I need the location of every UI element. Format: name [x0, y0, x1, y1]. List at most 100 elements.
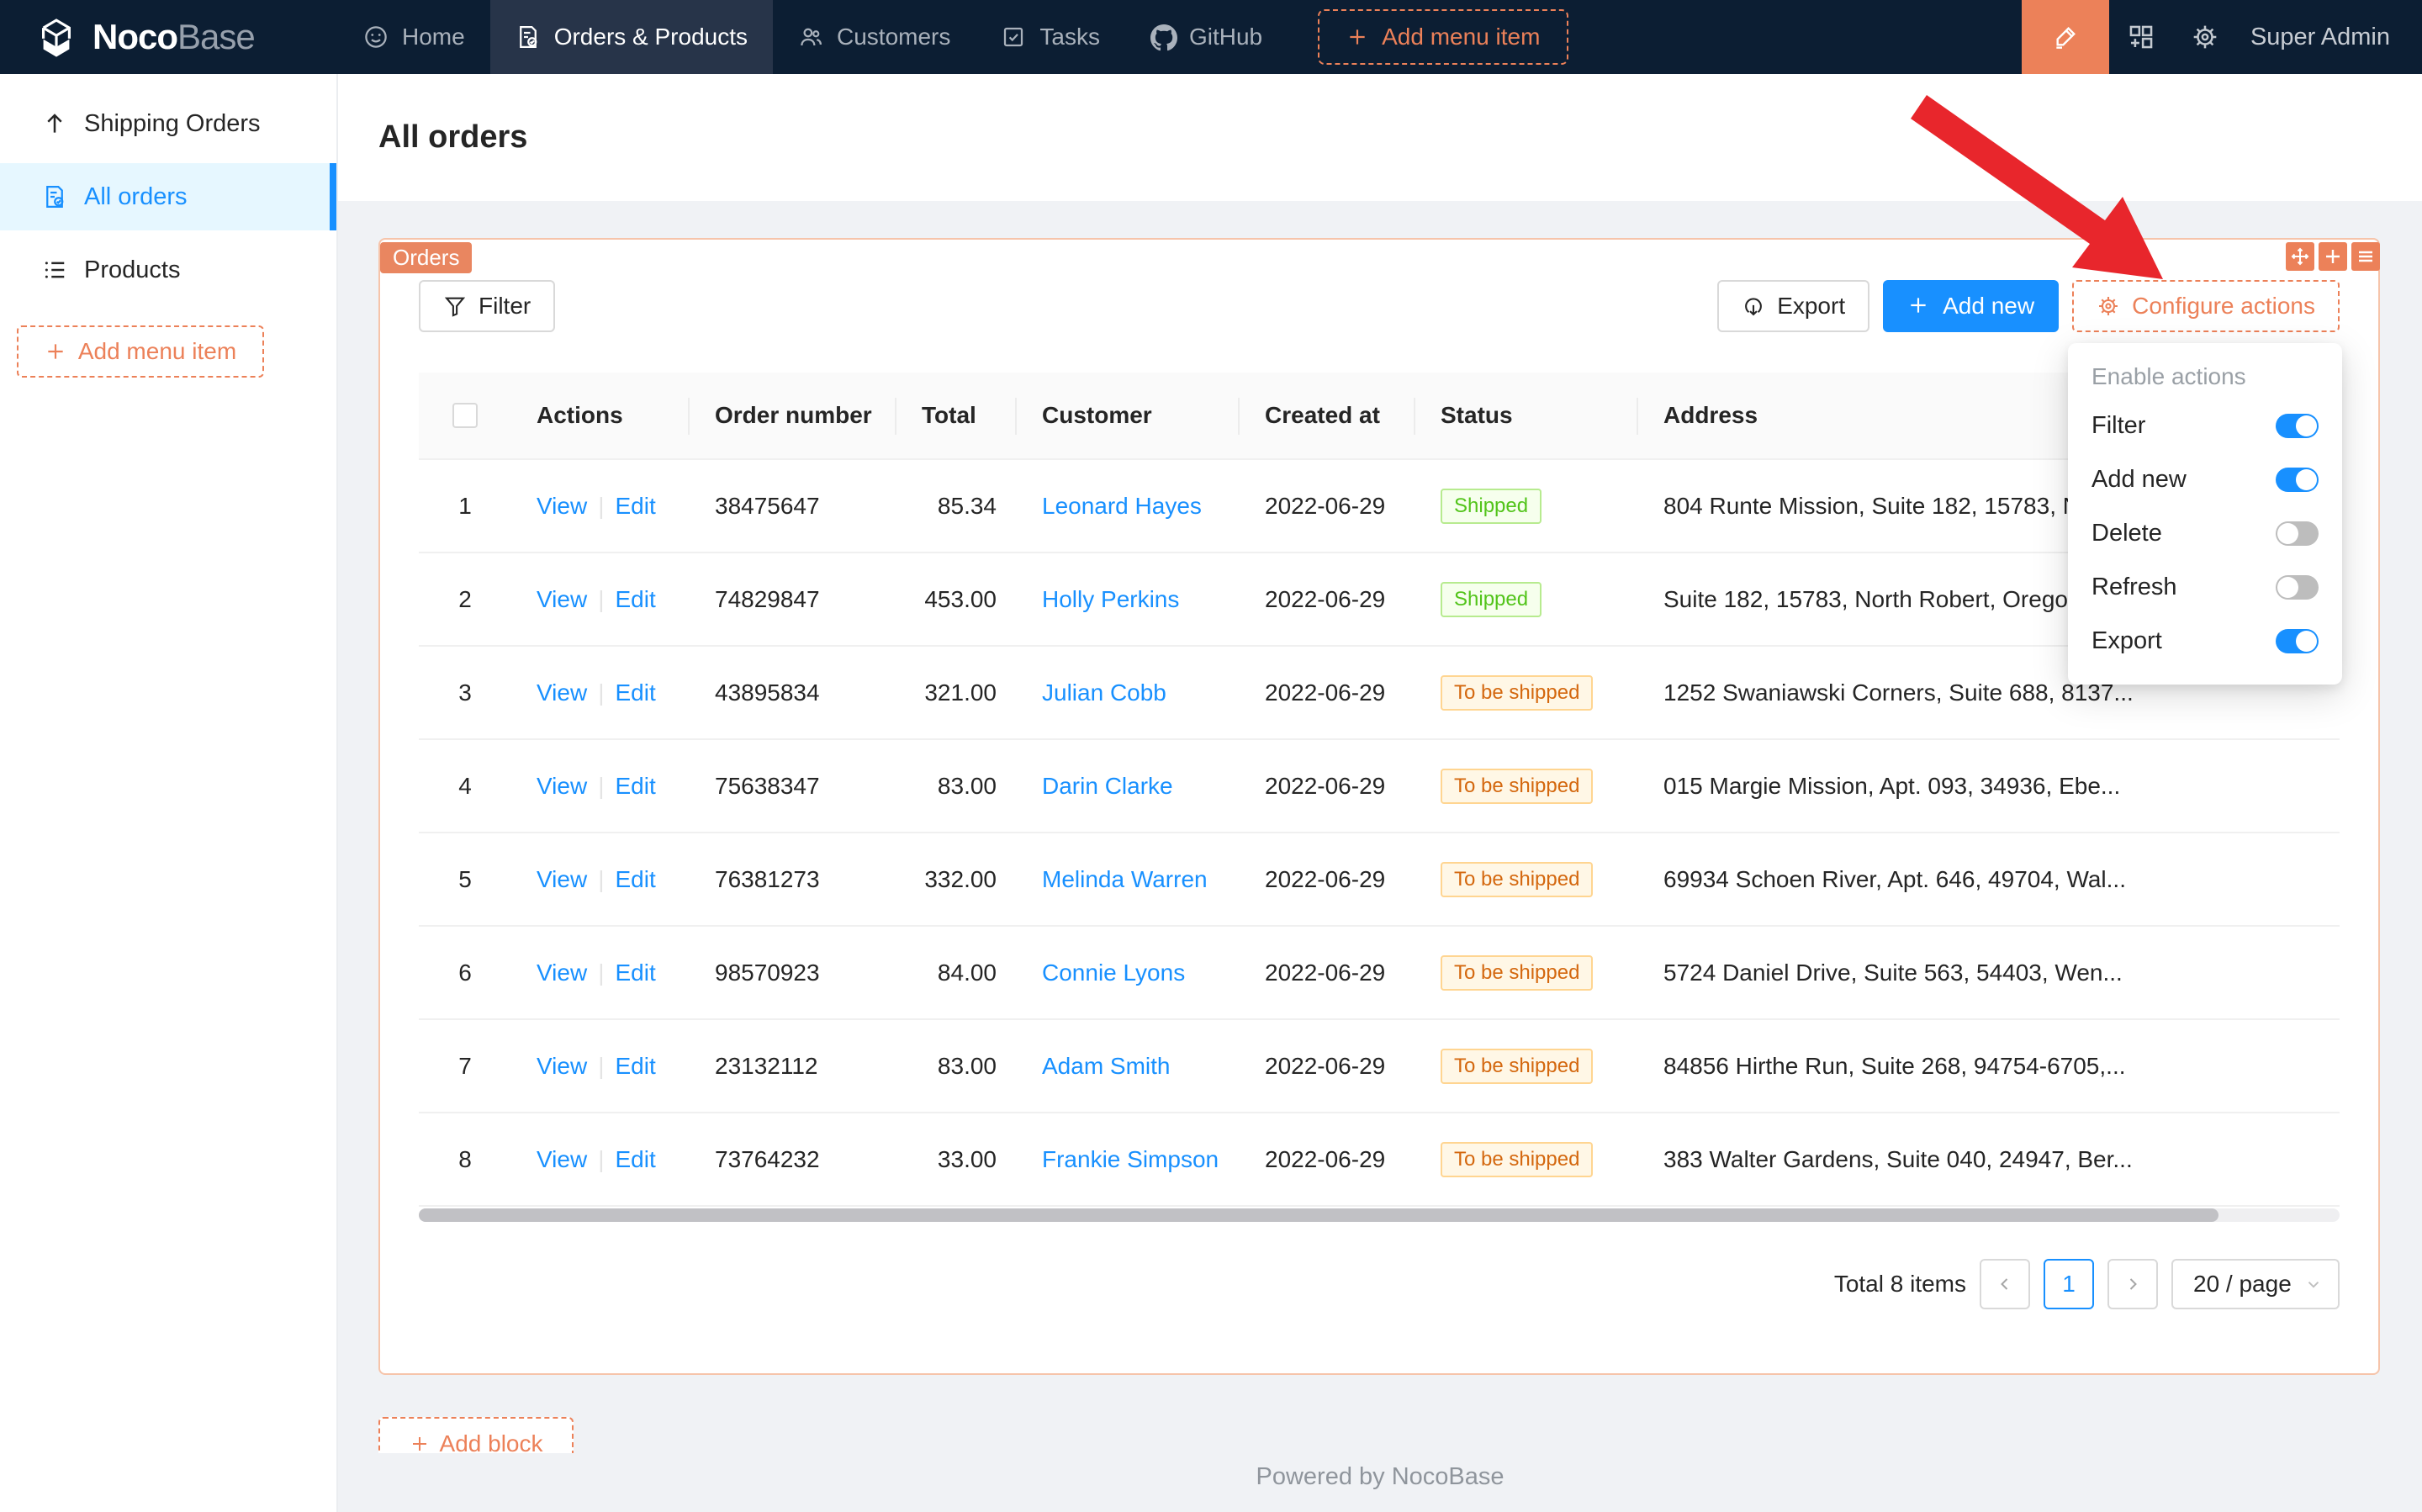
- customer-link[interactable]: Frankie Simpson: [1042, 1145, 1219, 1172]
- drag-handle-icon[interactable]: [2286, 242, 2314, 271]
- next-page-button[interactable]: [2107, 1259, 2158, 1309]
- edit-link[interactable]: Edit: [615, 679, 656, 706]
- add-new-button[interactable]: Add new: [1883, 280, 2060, 332]
- block-collection-tag: Orders: [380, 242, 473, 273]
- nav-item-orders-products[interactable]: Orders & Products: [489, 0, 774, 74]
- cell-order-number: 76381273: [715, 865, 820, 892]
- add-block-plus-icon[interactable]: [2319, 242, 2347, 271]
- dropdown-item-label: Filter: [2091, 411, 2146, 439]
- edit-link[interactable]: Edit: [615, 492, 656, 519]
- nav-item-label: Orders & Products: [553, 24, 748, 50]
- sidebar-item-all-orders[interactable]: All orders: [0, 163, 336, 230]
- add-block-button[interactable]: Add block: [378, 1417, 574, 1453]
- table-row: 5 View | Edit 76381273 332.00 Melinda Warr…: [419, 833, 2340, 927]
- row-index: 1: [458, 492, 472, 519]
- user-menu[interactable]: Super Admin: [2250, 23, 2390, 50]
- cell-order-number: 38475647: [715, 492, 820, 519]
- view-link[interactable]: View: [537, 1145, 588, 1172]
- page-size-select[interactable]: 20 / page: [2171, 1259, 2340, 1309]
- action-separator: |: [598, 679, 605, 706]
- nav-item-github[interactable]: GitHub: [1125, 0, 1288, 74]
- navbar-add-menu-item-button[interactable]: Add menu item: [1318, 9, 1569, 65]
- edit-link[interactable]: Edit: [615, 772, 656, 799]
- customer-link[interactable]: Darin Clarke: [1042, 772, 1173, 799]
- add-new-toggle[interactable]: [2276, 467, 2319, 492]
- prev-page-button[interactable]: [1980, 1259, 2030, 1309]
- sidebar-add-menu-item-button[interactable]: Add menu item: [17, 325, 264, 378]
- cell-address: 84856 Hirthe Run, Suite 268, 94754-6705,…: [1663, 1052, 2126, 1079]
- export-toggle[interactable]: [2276, 628, 2319, 653]
- edit-link[interactable]: Edit: [615, 1052, 656, 1079]
- column-header-customer[interactable]: Customer: [1017, 373, 1240, 458]
- column-header-created-at[interactable]: Created at: [1240, 373, 1415, 458]
- dropdown-item-filter[interactable]: Filter: [2091, 399, 2319, 452]
- status-badge: To be shipped: [1441, 674, 1594, 711]
- customer-link[interactable]: Julian Cobb: [1042, 679, 1166, 706]
- view-link[interactable]: View: [537, 492, 588, 519]
- nocobase-logo[interactable]: NocoBase: [0, 13, 338, 61]
- customer-link[interactable]: Melinda Warren: [1042, 865, 1208, 892]
- plugin-manager-button[interactable]: [2109, 0, 2173, 74]
- export-button[interactable]: Export: [1717, 280, 1870, 332]
- plus-icon: [1346, 26, 1368, 48]
- customer-link[interactable]: Connie Lyons: [1042, 959, 1186, 986]
- github-icon: [1150, 24, 1177, 51]
- nav-item-home[interactable]: Home: [338, 0, 490, 74]
- cell-status: To be shipped: [1415, 1113, 1638, 1205]
- column-header-status[interactable]: Status: [1415, 373, 1638, 458]
- view-link[interactable]: View: [537, 1052, 588, 1079]
- row-index: 6: [458, 959, 472, 986]
- dropdown-item-refresh[interactable]: Refresh: [2091, 560, 2319, 614]
- view-link[interactable]: View: [537, 679, 588, 706]
- table-row: 6 View | Edit 98570923 84.00 Connie Lyons …: [419, 927, 2340, 1020]
- edit-link[interactable]: Edit: [615, 1145, 656, 1172]
- column-header-actions[interactable]: Actions: [511, 373, 690, 458]
- edit-link[interactable]: Edit: [615, 865, 656, 892]
- scrollbar-thumb[interactable]: [419, 1208, 2219, 1222]
- filter-button[interactable]: Filter: [419, 280, 556, 332]
- column-header-address[interactable]: Address: [1663, 402, 1758, 428]
- configure-actions-button[interactable]: Configure actions: [2072, 280, 2340, 332]
- customer-link[interactable]: Leonard Hayes: [1042, 492, 1202, 519]
- sidebar-item-shipping-orders[interactable]: Shipping Orders: [0, 90, 336, 157]
- delete-toggle[interactable]: [2276, 521, 2319, 546]
- refresh-toggle[interactable]: [2276, 574, 2319, 600]
- edit-link[interactable]: Edit: [615, 585, 656, 612]
- status-badge: Shipped: [1441, 581, 1542, 617]
- nav-item-tasks[interactable]: Tasks: [976, 0, 1125, 74]
- filter-toggle[interactable]: [2276, 413, 2319, 438]
- page-number-button[interactable]: 1: [2044, 1259, 2094, 1309]
- customer-link[interactable]: Holly Perkins: [1042, 585, 1180, 612]
- dropdown-item-add-new[interactable]: Add new: [2091, 452, 2319, 506]
- column-header-total[interactable]: Total: [896, 373, 1017, 458]
- dropdown-item-delete[interactable]: Delete: [2091, 506, 2319, 560]
- edit-link[interactable]: Edit: [615, 959, 656, 986]
- view-link[interactable]: View: [537, 772, 588, 799]
- table-row: 7 View | Edit 23132112 83.00 Adam Smith 20…: [419, 1020, 2340, 1113]
- dropdown-item-export[interactable]: Export: [2091, 614, 2319, 668]
- cell-customer: Leonard Hayes: [1017, 460, 1240, 552]
- nav-item-label: Customers: [837, 24, 951, 50]
- action-separator: |: [598, 1145, 605, 1172]
- settings-button[interactable]: [2173, 0, 2237, 74]
- view-link[interactable]: View: [537, 959, 588, 986]
- nav-item-customers[interactable]: Customers: [773, 0, 976, 74]
- ui-editor-button[interactable]: [2021, 0, 2109, 74]
- list-icon: [42, 257, 67, 283]
- orders-table: Actions Order number Total Customer Crea…: [419, 373, 2340, 1207]
- block-menu-icon[interactable]: [2351, 242, 2380, 271]
- view-link[interactable]: View: [537, 865, 588, 892]
- row-actions: View | Edit: [511, 833, 690, 925]
- sidebar-item-products[interactable]: Products: [0, 236, 336, 304]
- customer-link[interactable]: Adam Smith: [1042, 1052, 1171, 1079]
- column-header-order-number[interactable]: Order number: [690, 373, 896, 458]
- status-badge: To be shipped: [1441, 1141, 1594, 1177]
- cell-total: 321.00: [924, 679, 997, 706]
- view-link[interactable]: View: [537, 585, 588, 612]
- cell-created-at: 2022-06-29: [1265, 772, 1386, 799]
- select-all-checkbox[interactable]: [452, 403, 478, 428]
- dropdown-group-title: Enable actions: [2091, 363, 2246, 389]
- cell-created-at: 2022-06-29: [1265, 959, 1386, 986]
- cell-address: 69934 Schoen River, Apt. 646, 49704, Wal…: [1663, 865, 2126, 892]
- file-done-icon: [42, 184, 67, 209]
